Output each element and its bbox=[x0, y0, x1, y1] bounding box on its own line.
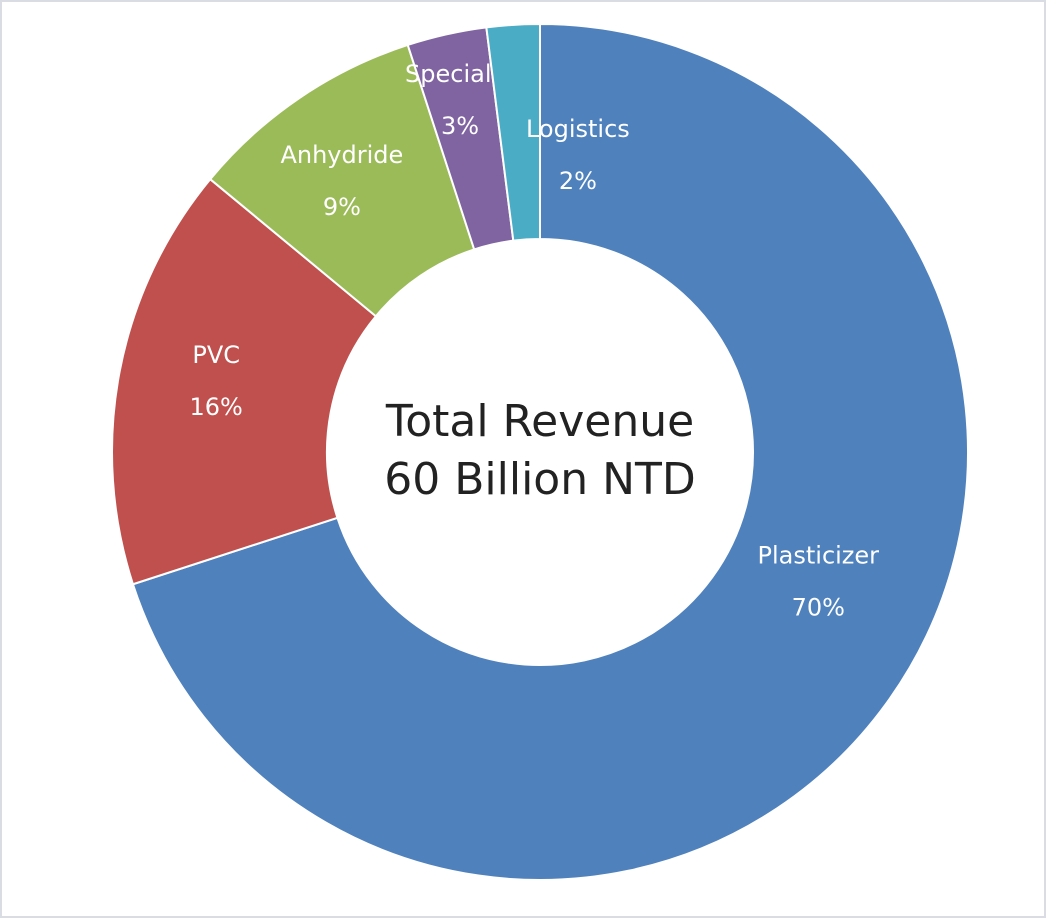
center-label: Total Revenue bbox=[385, 396, 694, 447]
slice-label: Plasticizer bbox=[758, 541, 880, 569]
slice-label: PVC bbox=[192, 341, 240, 369]
value-label: 70% bbox=[792, 593, 845, 621]
center-label: 60 Billion NTD bbox=[384, 454, 696, 505]
value-label: 9% bbox=[323, 193, 361, 221]
slice-label: Logistics bbox=[526, 115, 630, 143]
slice bbox=[485, 22, 541, 242]
value-label: 3% bbox=[441, 112, 479, 140]
slice bbox=[131, 22, 969, 881]
slice bbox=[208, 43, 476, 318]
value-label: 16% bbox=[190, 393, 243, 421]
value-label: 2% bbox=[559, 167, 597, 195]
slice-label: Anhydride bbox=[280, 141, 403, 169]
slice bbox=[111, 177, 378, 586]
